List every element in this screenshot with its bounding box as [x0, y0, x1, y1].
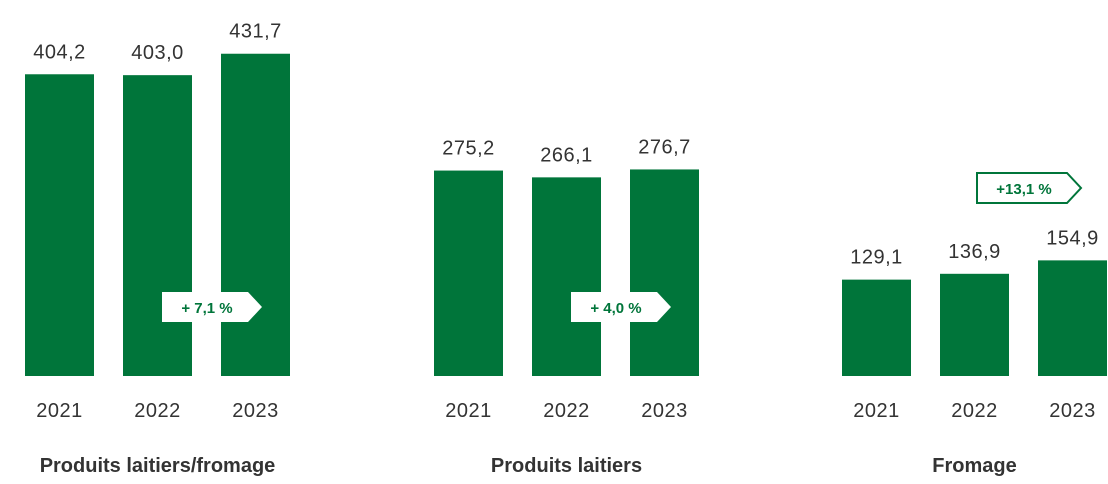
- value-label-2023: 154,9: [1046, 227, 1099, 249]
- bar-2023: [221, 53, 290, 376]
- bar-2022: [123, 75, 192, 377]
- tick-label-2022: 2022: [543, 400, 590, 422]
- value-label-2021: 275,2: [442, 138, 495, 160]
- tick-label-2023: 2023: [232, 400, 279, 422]
- bar-2022: [532, 177, 601, 376]
- change-badge-label: + 7,1 %: [181, 300, 232, 317]
- value-label-2022: 403,0: [131, 42, 184, 64]
- chart-title: Produits laitiers: [491, 455, 642, 477]
- tick-label-2021: 2021: [853, 400, 900, 422]
- bar-2023: [630, 169, 699, 376]
- bar-2023: [1038, 260, 1107, 376]
- change-badge-label: +13,1 %: [996, 181, 1051, 198]
- tick-label-2021: 2021: [36, 400, 83, 422]
- tick-label-2021: 2021: [445, 400, 492, 422]
- value-label-2021: 129,1: [850, 247, 903, 269]
- value-label-2022: 266,1: [540, 144, 593, 166]
- value-label-2023: 276,7: [638, 136, 691, 158]
- change-badge: [571, 292, 671, 322]
- chart-panel-2: 275,2 2021 266,1 2022 276,7 2023 Produits lait…: [434, 136, 699, 477]
- tick-label-2023: 2023: [641, 400, 688, 422]
- bar-2022: [940, 273, 1009, 376]
- change-badge-label: + 4,0 %: [590, 300, 641, 317]
- tick-label-2022: 2022: [951, 400, 998, 422]
- value-label-2021: 404,2: [33, 41, 86, 63]
- value-label-2022: 136,9: [948, 241, 1001, 263]
- bar-2021: [25, 74, 94, 376]
- bar-2021: [842, 279, 911, 376]
- change-badge: [162, 292, 262, 322]
- chart-title: Produits laitiers/fromage: [40, 455, 276, 477]
- change-badge: [976, 172, 1083, 204]
- tick-label-2023: 2023: [1049, 400, 1096, 422]
- tick-label-2022: 2022: [134, 400, 181, 422]
- value-label-2023: 431,7: [229, 21, 282, 43]
- bar-2021: [434, 170, 503, 376]
- chart-panel-1: 404,2 2021 403,0 2022 431,7 2023 Produits lait…: [25, 21, 290, 477]
- chart-title: Fromage: [932, 455, 1016, 477]
- chart-panel-3: 129,1 2021 136,9 2022 154,9 2023 Fromage +13,1 …: [842, 172, 1107, 477]
